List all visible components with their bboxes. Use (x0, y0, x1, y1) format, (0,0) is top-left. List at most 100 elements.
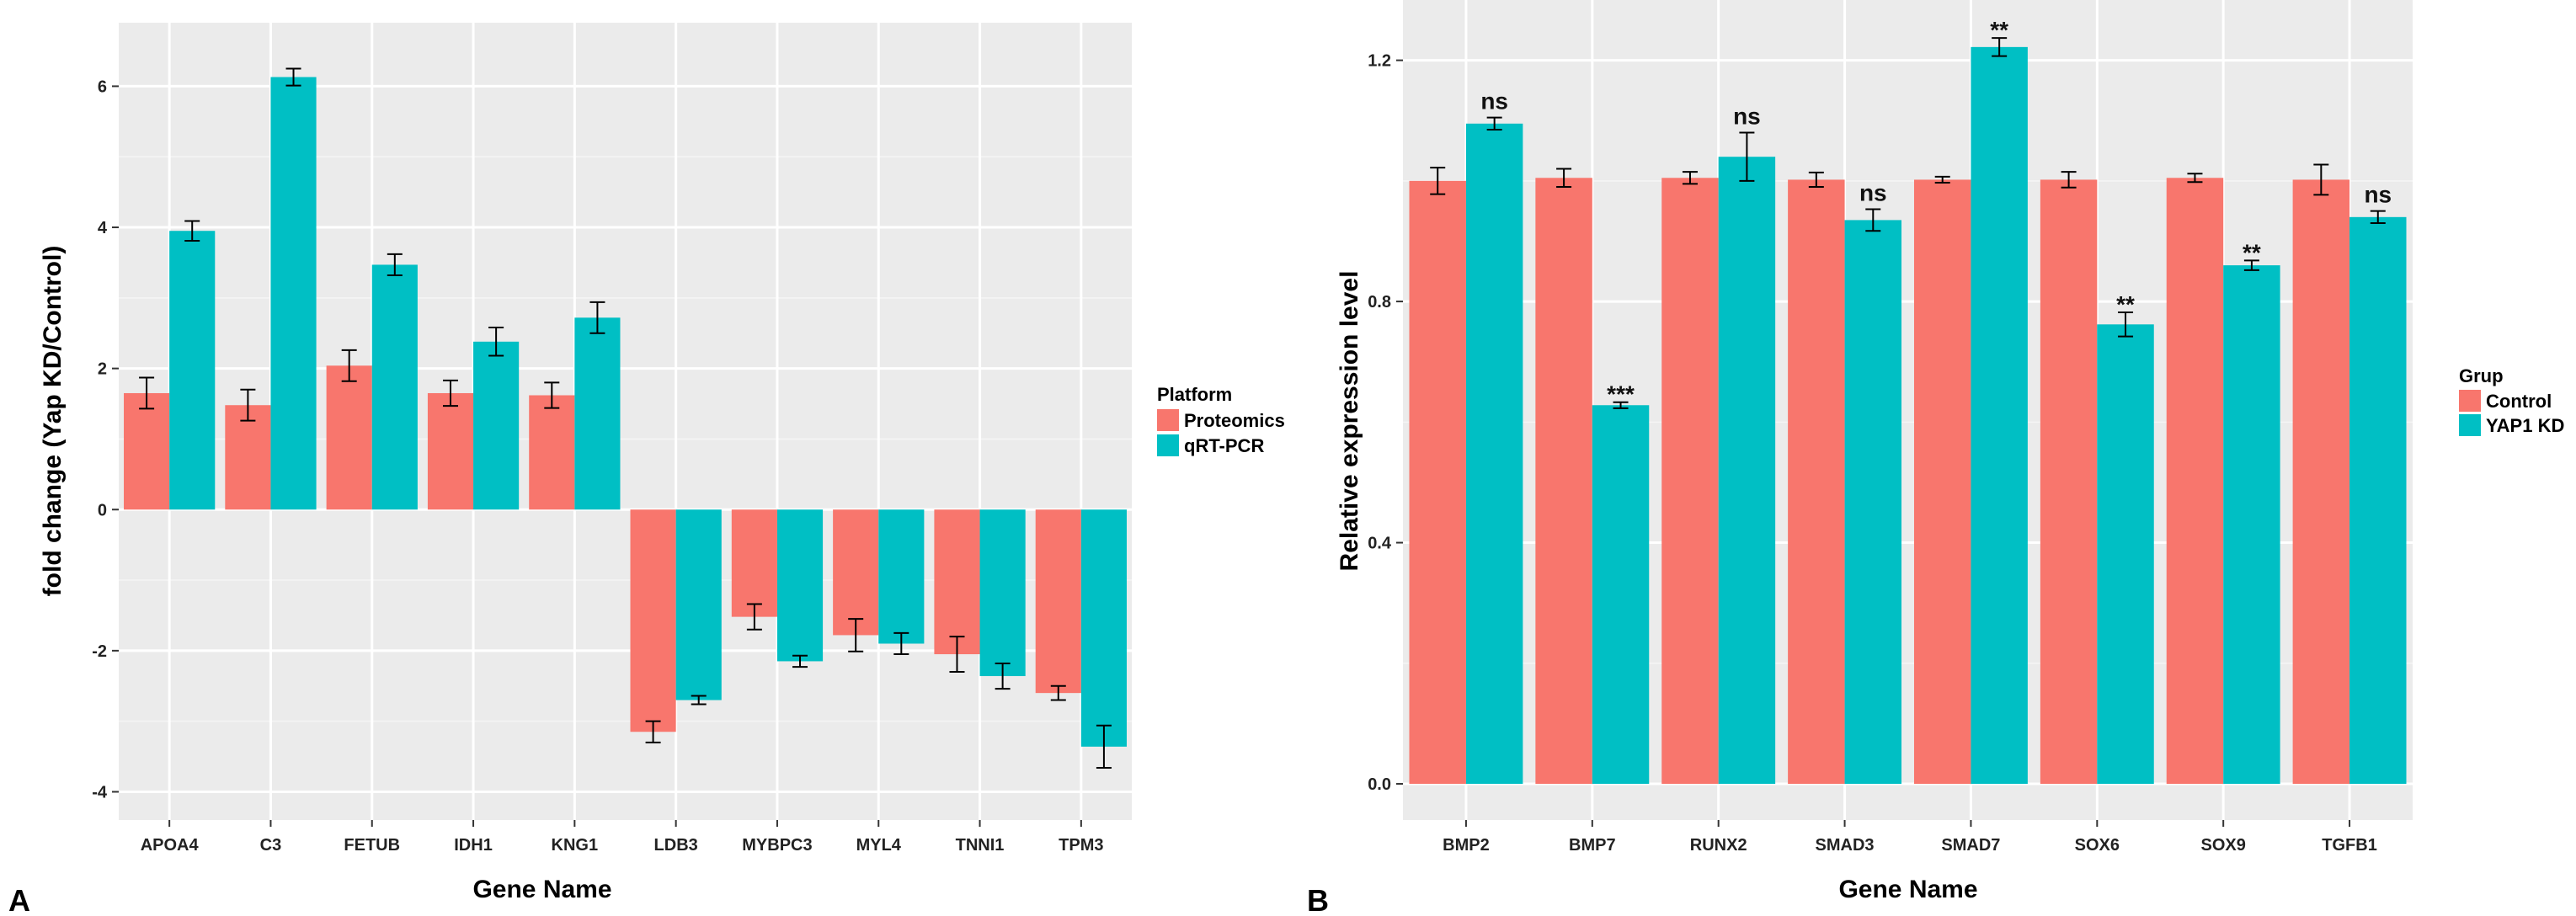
y-tick-label: 2 (98, 360, 107, 379)
panel-a-legend: Platform Proteomics qRT-PCR (1157, 384, 1285, 456)
error-bar (488, 327, 504, 357)
error-bar (285, 67, 301, 87)
panel-b-legend-label-control: Control (2486, 391, 2552, 412)
bar-qrt-pcr-myl4 (878, 509, 925, 644)
x-tick-label: LDB3 (654, 836, 698, 855)
x-tick-label: MYL4 (856, 836, 902, 855)
y-tick-label: -2 (92, 642, 107, 661)
bar-qrt-pcr-ldb3 (675, 509, 722, 700)
panel-b-legend-title: Grup (2459, 365, 2504, 386)
x-tick-label: IDH1 (454, 836, 493, 855)
panel-b-x-axis-title: Gene Name (1838, 876, 1977, 903)
x-tick-label: TGFB1 (2322, 836, 2377, 855)
panel-a-legend-label-proteomics: Proteomics (1184, 410, 1285, 431)
bar-control-tgfb1 (2292, 179, 2350, 785)
panel-a-x-axis-title: Gene Name (472, 876, 611, 903)
significance-label: ** (2243, 239, 2261, 265)
bar-proteomics-c3 (225, 405, 271, 510)
bar-proteomics-ldb3 (630, 509, 676, 732)
bar-control-runx2 (1661, 178, 1719, 785)
error-bar (2061, 171, 2077, 189)
error-bar (2370, 210, 2386, 224)
panel-b-legend-key-yap1kd (2459, 414, 2481, 436)
bar-qrt-pcr-fetub (371, 264, 418, 510)
error-bar (1865, 208, 1881, 232)
error-bar (1992, 37, 2008, 57)
y-tick-label: 1.2 (1368, 52, 1391, 71)
x-tick-label: SMAD7 (1941, 836, 2000, 855)
panel-a: -4 -2 0 2 4 6 APOA4 C3 FETUB IDH1 KNG1 LDB3 MYBPC3 M… (8, 23, 1285, 916)
error-bar (240, 388, 256, 422)
bar-control-sox6 (2040, 179, 2098, 785)
significance-label: ns (1859, 180, 1887, 206)
error-bar (995, 662, 1011, 690)
x-tick-label: RUNX2 (1690, 836, 1747, 855)
panel-a-legend-key-qrtpcr (1157, 434, 1179, 456)
panel-b-letter: B (1307, 883, 1329, 916)
bar-proteomics-kng1 (529, 395, 575, 510)
bar-control-bmp7 (1535, 178, 1592, 785)
error-bar (949, 636, 965, 674)
bar-yap1-kd-sox9 (2223, 265, 2280, 785)
x-tick-label: C3 (260, 836, 282, 855)
error-bar (1430, 167, 1446, 195)
error-bar (848, 618, 864, 652)
panel-a-bars (124, 77, 1127, 747)
bar-yap1-kd-sox6 (2097, 324, 2154, 785)
significance-label: ** (2116, 291, 2135, 317)
x-tick-label: BMP2 (1443, 836, 1490, 855)
x-tick-label: FETUB (344, 836, 400, 855)
bar-proteomics-apoa4 (124, 392, 170, 510)
error-bar (184, 220, 200, 242)
bar-control-bmp2 (1409, 180, 1466, 785)
error-bar (2118, 311, 2134, 338)
bar-yap1-kd-bmp2 (1465, 123, 1523, 785)
bar-control-sox9 (2166, 178, 2224, 785)
bar-control-smad3 (1788, 179, 1845, 785)
bar-qrt-pcr-tnni1 (979, 509, 1026, 677)
y-tick-label: 4 (98, 219, 108, 237)
error-bar (1486, 116, 1502, 130)
x-tick-label: SMAD3 (1816, 836, 1875, 855)
bar-control-smad7 (1913, 179, 1971, 785)
error-bar (1613, 401, 1629, 409)
y-tick-label: 0.8 (1368, 293, 1391, 312)
panel-b-significance-labels: ns *** ns ns ** ** ** ns (1480, 17, 2392, 407)
bar-yap1-kd-smad7 (1971, 46, 2028, 785)
error-bar (2243, 259, 2259, 271)
panel-a-legend-title: Platform (1157, 384, 1232, 405)
panel-a-y-axis-title: fold change (Yap KD/Control) (39, 246, 67, 597)
panel-b-x-tick-labels: BMP2 BMP7 RUNX2 SMAD3 SMAD7 SOX6 SOX9 TGFB1 (1443, 820, 2377, 855)
y-tick-label: 6 (98, 77, 107, 96)
x-tick-label: APOA4 (141, 836, 200, 855)
y-tick-label: -4 (92, 783, 108, 802)
error-bar (792, 654, 808, 668)
error-bar (2313, 163, 2329, 196)
panel-b-error-bars (1430, 37, 2386, 409)
panel-b-legend: Grup Control YAP1 KD (2459, 365, 2564, 436)
significance-label: ** (1990, 17, 2008, 43)
significance-label: ns (2364, 182, 2392, 208)
error-bar (645, 720, 661, 743)
bar-yap1-kd-bmp7 (1592, 405, 1650, 785)
error-bar (1808, 171, 1824, 189)
panel-a-legend-key-proteomics (1157, 409, 1179, 431)
error-bar (1050, 684, 1066, 701)
bar-qrt-pcr-apoa4 (169, 231, 216, 510)
panel-a-error-bars (139, 67, 1112, 769)
error-bar (1934, 175, 1950, 184)
bar-qrt-pcr-kng1 (574, 317, 621, 510)
error-bar (341, 349, 357, 382)
error-bar (1739, 131, 1755, 182)
bar-proteomics-tnni1 (934, 509, 980, 655)
bar-proteomics-mybpc3 (731, 509, 777, 617)
panel-b-bars (1409, 46, 2407, 785)
bar-qrt-pcr-mybpc3 (776, 509, 824, 662)
error-bar (691, 695, 707, 706)
bar-proteomics-tpm3 (1035, 509, 1081, 694)
x-tick-label: TNNI1 (956, 836, 1005, 855)
bar-qrt-pcr-idh1 (473, 341, 520, 510)
error-bar (139, 376, 155, 410)
x-tick-label: KNG1 (552, 836, 599, 855)
